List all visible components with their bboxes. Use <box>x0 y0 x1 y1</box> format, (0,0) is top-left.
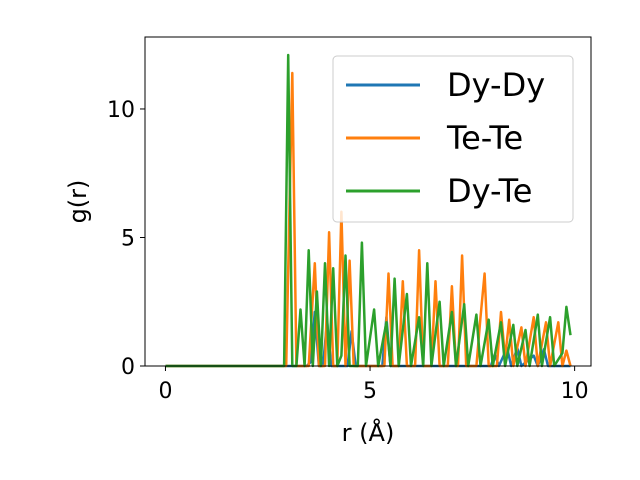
y-tick-label-0: 0 <box>121 355 135 380</box>
legend-label-1: Te-Te <box>446 119 523 157</box>
plot-frame <box>144 36 592 367</box>
legend-box <box>332 55 574 223</box>
x-axis-label: r (Å) <box>342 418 395 447</box>
x-tick-label-1: 5 <box>363 379 377 404</box>
y-axis-label: g(r) <box>64 180 92 224</box>
legend: Dy-Dy Te-Te Dy-Te <box>332 55 574 223</box>
legend-label-0: Dy-Dy <box>447 66 545 104</box>
x-tick-label-0: 0 <box>158 379 172 404</box>
x-axis-ticks: 0 5 10 <box>158 366 589 404</box>
y-tick-label-1: 5 <box>121 226 135 251</box>
legend-label-2: Dy-Te <box>447 172 532 210</box>
y-tick-label-2: 10 <box>107 98 135 123</box>
x-tick-label-2: 10 <box>561 379 589 404</box>
y-axis-ticks: 0 5 10 <box>107 98 145 380</box>
series-line-2 <box>165 53 572 368</box>
